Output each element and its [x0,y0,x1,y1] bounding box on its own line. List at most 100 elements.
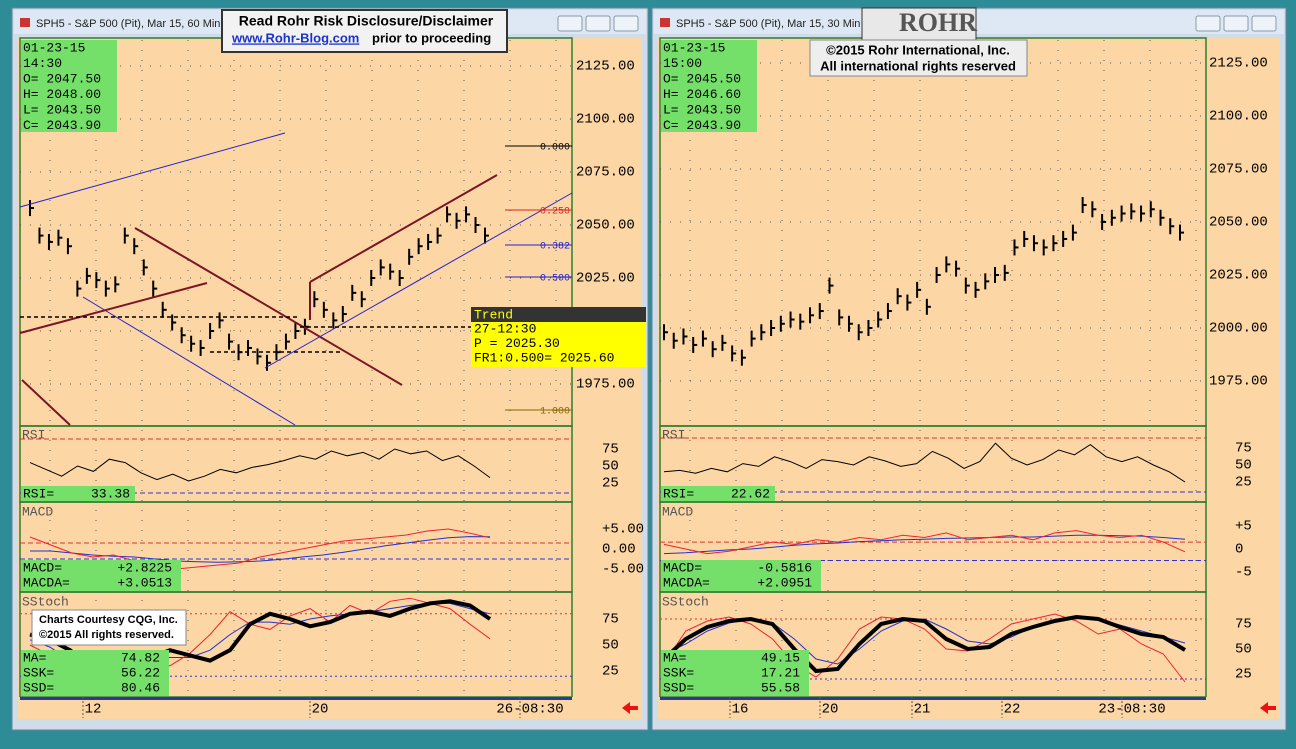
price-bar [896,288,902,305]
time-label: 26-08:30 [496,702,563,718]
price-bar [247,339,253,356]
time-axis [18,697,642,719]
price-bar [964,277,970,294]
readout-label: SSK= [663,665,694,680]
price-bar [1052,235,1058,252]
window-max-button[interactable] [1223,15,1249,32]
fib-label: 0.250 [540,207,570,218]
panel-label: MACD [662,504,693,519]
readout-value: 17.21 [761,665,800,680]
scroll-arrow[interactable] [622,702,638,714]
price-bar [199,339,205,356]
price-bar [209,323,215,339]
price-bar [750,330,756,347]
trend-box-header [471,307,646,322]
time-label: 12 [85,702,102,718]
window-max-button[interactable] [585,15,611,32]
price-bar [1091,201,1097,218]
price-bar [809,307,815,324]
ohlc-text: H= 2048.00 [23,87,101,102]
readout-label: MACD= [23,560,62,575]
price-bar [711,341,717,358]
courtesy-text: ©2015 All rights reserved. [39,629,174,641]
ohlc-box [661,40,757,132]
copyright-text: All international rights reserved [820,58,1016,73]
price-bar [838,309,844,326]
window-min-button[interactable] [1195,15,1221,32]
indicator-tick-label: 75 [1235,617,1252,633]
readout-value: 22.62 [731,486,770,501]
window-min-button[interactable] [557,15,583,32]
price-bar [1013,239,1019,256]
price-bar [398,270,404,286]
chart-icon [20,18,30,27]
price-bar [114,276,120,293]
price-bar [818,303,824,320]
price-bar [417,238,423,255]
price-bar [123,227,129,244]
price-bar [360,291,366,308]
price-bar [945,256,951,273]
price-bar [379,259,385,276]
trend-box-title: Trend [474,307,513,322]
price-bar [161,301,167,318]
trend-line [134,227,403,386]
price-bar [313,291,319,308]
price-bar [1169,218,1175,235]
disclaimer-box [221,9,508,53]
price-bar [1120,205,1126,222]
trend-line [19,132,286,208]
price-bar [474,217,480,233]
panel-label: RSI [22,427,45,442]
session-strip [20,697,572,700]
price-tick-label: 2025.00 [576,271,635,287]
price-tick-label: 1975.00 [1209,374,1268,390]
readout-label: MA= [23,650,47,665]
disclaimer-text: Read Rohr Risk Disclosure/Disclaimer [239,13,494,29]
price-bar [446,206,452,223]
chart-area [18,38,642,698]
time-label: 16 [732,702,749,718]
ohlc-text: 14:30 [23,56,62,71]
window-title: SPH5 - S&P 500 (Pit), Mar 15, 30 Min [676,18,860,30]
ohlc-text: L= 2043.50 [663,102,741,117]
ohlc-text: 15:00 [663,56,702,71]
chart-area [658,38,1280,698]
ohlc-text: C= 2043.90 [663,118,741,133]
scroll-arrow[interactable] [1260,702,1276,714]
indicator-tick-label: 25 [1235,475,1252,491]
price-tick-label: 2050.00 [576,218,635,234]
window-close-button[interactable] [1251,15,1277,32]
readout-box [21,486,135,501]
indicator-tick-label: 25 [602,664,619,680]
readout-value: +2.8225 [117,560,172,575]
readout-label: RSI= [23,486,54,501]
price-bar [1023,230,1029,247]
price-bar [427,233,433,250]
price-tick-label: 2125.00 [576,59,635,75]
price-bar [256,348,262,365]
price-bar [1003,264,1009,281]
disclaimer-link[interactable]: www.Rohr-Blog.com [231,30,359,45]
trend-line [19,282,208,334]
price-bar [779,315,785,332]
price-bar [370,270,376,286]
price-bar [104,280,110,297]
indicator-tick-label: -5.00 [602,562,644,578]
price-bar [877,311,883,328]
price-tick-label: 2050.00 [1209,215,1268,231]
readout-box [661,560,821,591]
price-bar [740,349,746,366]
price-bar [1032,235,1038,252]
price-bar [322,301,328,318]
price-tick-label: 2075.00 [1209,162,1268,178]
price-bar [38,227,44,244]
readout-box [661,486,775,501]
ohlc-text: H= 2046.60 [663,87,741,102]
time-label: 22 [1004,702,1021,718]
rsi-line [29,448,491,482]
price-bar [916,281,922,298]
price-tick-label: 2075.00 [576,165,635,181]
window-close-button[interactable] [613,15,639,32]
